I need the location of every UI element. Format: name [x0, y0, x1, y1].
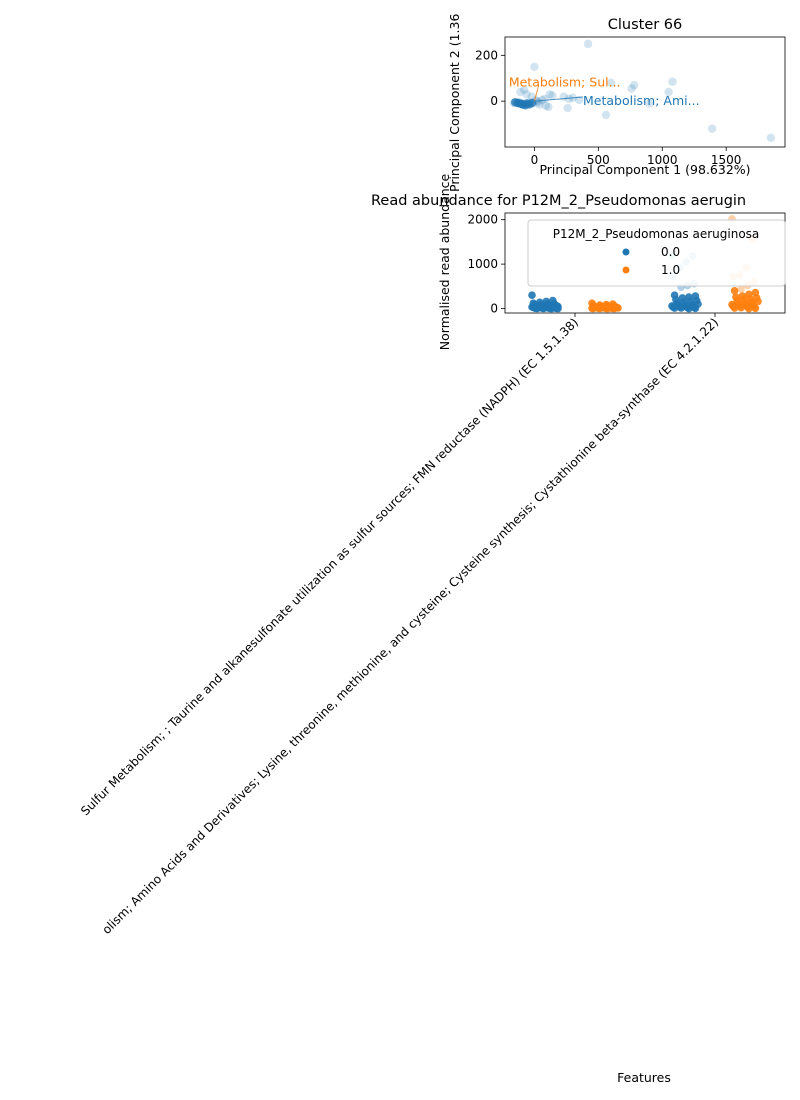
scatter-point	[601, 110, 611, 120]
x-tick-label: 1500	[711, 153, 742, 167]
strip-point	[554, 304, 562, 313]
strip-point	[677, 304, 685, 312]
strip-point	[603, 304, 612, 313]
y-tick-label: 0	[490, 302, 498, 316]
annotation-arrow	[533, 84, 540, 102]
y-tick-label: 2000	[467, 213, 498, 227]
scatter-point	[645, 99, 654, 108]
strip-point	[685, 304, 693, 313]
strip-point	[589, 304, 598, 313]
plot-frame	[504, 36, 786, 148]
read-abundance-strip-chart: 0 1000 2000 Sulfur Metabolism; ; Taurine an…	[78, 173, 786, 1085]
legend-title: P12M_2_Pseudomonas aeruginosa	[553, 227, 760, 241]
y-axis-label: Principal Component 2 (1.36	[447, 14, 462, 192]
annotation-label: Metabolism; Sul...	[509, 75, 621, 90]
legend-label: 1.0	[661, 263, 680, 277]
annotation-label: Metabolism; Ami...	[583, 93, 700, 108]
strip-point	[610, 304, 618, 313]
chart-title: Read abundance for P12M_2_Pseudomonas ae…	[371, 193, 746, 209]
scatter-point	[515, 99, 524, 108]
scatter-point	[629, 80, 639, 90]
scatter-point	[548, 91, 557, 100]
y-tick-label: 200	[475, 48, 498, 62]
strip-point	[730, 304, 739, 312]
scatter-point	[545, 90, 554, 99]
strip-point	[670, 304, 679, 312]
scatter-point	[564, 94, 574, 104]
scatter-point	[527, 92, 537, 101]
x-axis-label: Principal Component 1 (98.632%)	[539, 162, 750, 177]
strip-point	[737, 303, 745, 312]
x-axis-label: Features	[617, 1070, 671, 1085]
x-tick-label: 500	[587, 153, 610, 167]
scatter-point	[544, 102, 553, 112]
scatter-point	[541, 101, 551, 110]
strip-point	[539, 304, 548, 313]
legend-label: 0.0	[661, 245, 680, 259]
x-tick-label: olism; Amino Acids and Derivatives; Lysi…	[99, 315, 721, 937]
strip-point	[737, 285, 745, 293]
scatter-point	[527, 98, 537, 108]
strip-point	[596, 304, 604, 313]
annotation-arrow	[534, 96, 584, 102]
scatter-point	[522, 90, 531, 99]
legend-frame	[527, 219, 786, 287]
scatter-point	[535, 100, 544, 109]
scatter-point	[707, 124, 717, 133]
scatter-point	[627, 84, 636, 93]
scatter-point	[516, 87, 525, 97]
y-axis-label: Normalised read abundance	[437, 173, 452, 350]
legend: P12M_2_Pseudomonas aeruginosa 0.0 1.0	[527, 219, 786, 287]
y-tick-label: 0	[490, 94, 498, 108]
chart-title: Cluster 66	[608, 17, 683, 33]
y-tick-label: 1000	[467, 257, 498, 271]
scatter-point	[606, 78, 616, 88]
legend-marker	[622, 248, 630, 256]
scatter-point	[583, 39, 593, 49]
strip-point	[533, 304, 541, 313]
pca-scatter-chart: Metabolism; Sul... Metabolism; Ami... 0 500…	[447, 14, 786, 192]
scatter-point	[540, 94, 549, 104]
scatter-point	[766, 133, 776, 143]
legend-marker	[622, 266, 630, 274]
strip-point	[745, 304, 753, 313]
strip-point	[528, 291, 536, 300]
scatter-point	[530, 62, 539, 71]
scatter-point	[563, 103, 572, 113]
strip-point	[730, 286, 739, 295]
x-tick-label: Sulfur Metabolism; ; Taurine and alkanes…	[78, 315, 581, 818]
scatter-point	[664, 87, 673, 97]
scatter-point	[668, 77, 677, 86]
scatter-point	[519, 85, 529, 94]
x-tick-label: 1000	[647, 153, 678, 167]
x-tick-label: 0	[531, 153, 539, 167]
strip-point	[751, 304, 760, 313]
strip-point	[547, 304, 556, 313]
strip-point	[691, 304, 700, 313]
